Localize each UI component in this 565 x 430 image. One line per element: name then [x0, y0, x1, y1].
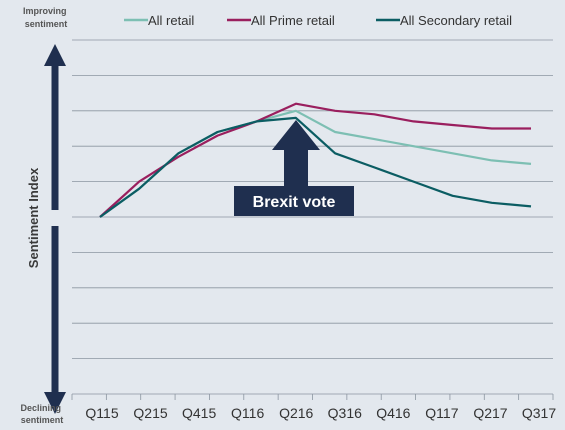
y-axis-label: Sentiment Index [26, 167, 41, 268]
x-tick-label: Q415 [182, 405, 216, 421]
x-tick-label: Q215 [133, 405, 167, 421]
x-tick-label: Q416 [376, 405, 410, 421]
x-tick-label: Q116 [231, 405, 264, 421]
legend-entry: All Prime retail [227, 13, 335, 28]
x-tick-label: Q316 [328, 405, 362, 421]
x-tick-label: Q115 [85, 405, 118, 421]
series-lines [99, 102, 532, 218]
brexit-label: Brexit vote [253, 194, 336, 211]
sentiment-word-bottom: sentiment [21, 415, 64, 425]
gridlines [72, 39, 553, 395]
sentiment-axis-arrow [44, 44, 66, 414]
brexit-box [234, 186, 354, 216]
brexit-annotation: Brexit vote [234, 120, 354, 216]
x-tick-label: Q117 [425, 405, 458, 421]
arrow-gap [50, 210, 60, 226]
series-line-all-prime-retail [99, 102, 531, 218]
legend: All retail All Prime retail All Secondary … [124, 13, 512, 28]
legend-label: All Prime retail [251, 13, 335, 28]
improving-sentiment-label: Improving sentiment [23, 6, 69, 29]
legend-entry: All Secondary retail [376, 13, 512, 28]
sentiment-word-top: sentiment [25, 19, 68, 29]
legend-entry: All retail [124, 13, 194, 28]
declining-sentiment-label: Declining sentiment [20, 403, 63, 425]
brexit-arrow [272, 120, 320, 188]
x-axis-ticks [71, 394, 554, 400]
x-axis-labels: Q115 Q215 Q415 Q116 Q216 Q316 Q416 Q117 Q217 Q317 [85, 405, 556, 421]
x-tick-label: Q216 [279, 405, 313, 421]
improving-word: Improving [23, 6, 67, 16]
legend-label: All retail [148, 13, 194, 28]
x-tick-label: Q217 [473, 405, 507, 421]
series-line-all-secondary-retail [99, 116, 532, 218]
declining-word: Declining [20, 403, 61, 413]
x-tick-label: Q317 [522, 405, 556, 421]
legend-label: All Secondary retail [400, 13, 512, 28]
